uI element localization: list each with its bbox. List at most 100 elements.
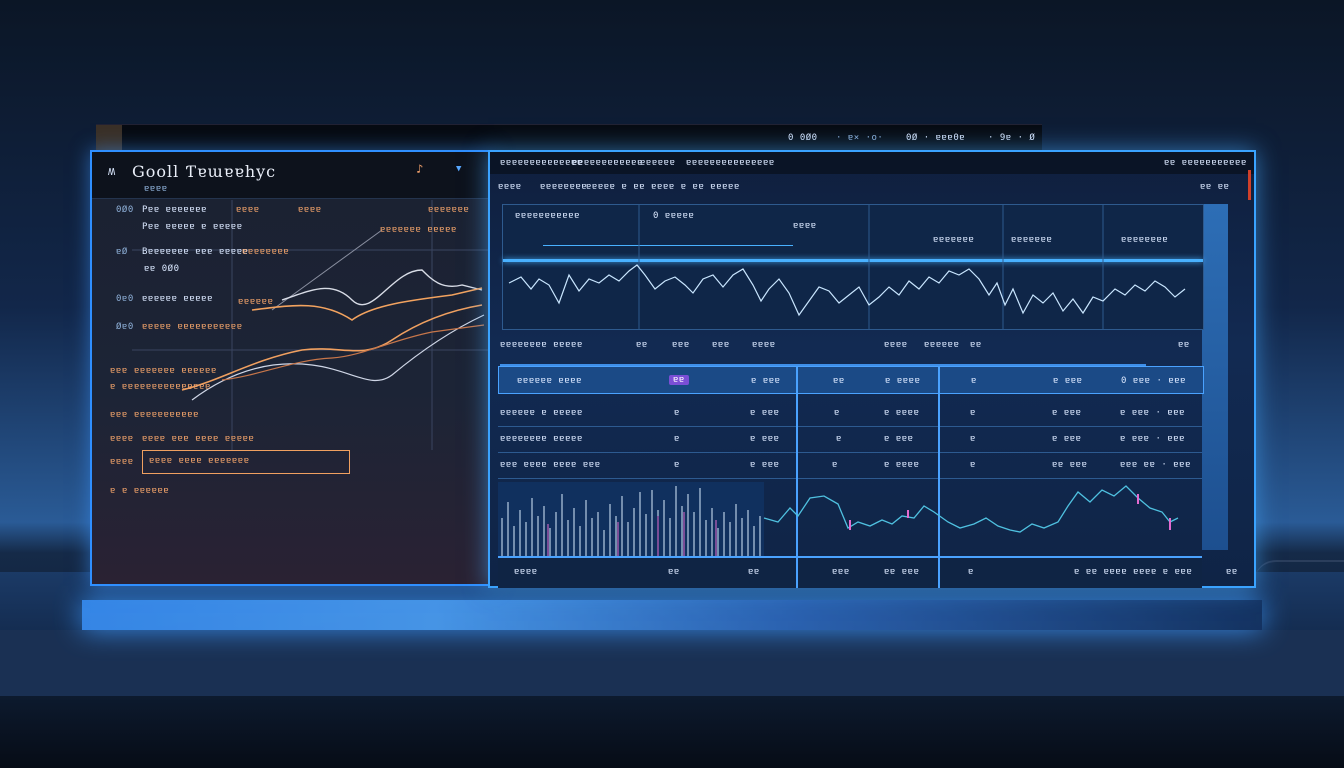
right-sidebar-strip — [1202, 204, 1228, 550]
menu-item[interactable]: ɐɐɐɐɐɐɐɐɐɐɐɐ — [572, 158, 644, 168]
cell-value: ɐ ɐɐɐ — [1053, 376, 1083, 386]
toolbar-item[interactable]: ɐɐɐɐɐɐɐɐ — [540, 182, 588, 192]
summary-value: ɐɐɐ — [712, 340, 730, 350]
cell-name: ɐɐɐɐɐɐ ɐɐɐɐ — [517, 376, 583, 386]
cell-icon: ɐ — [834, 408, 840, 418]
chart-label: ɐɐɐɐɐɐɐ — [1011, 235, 1053, 245]
footer-icon[interactable]: ɐ — [968, 567, 974, 577]
row-prefix: ɐ — [110, 486, 116, 496]
row-value: ɐɐɐɐɐɐ — [238, 297, 274, 307]
footer-icon[interactable]: ɐɐ — [748, 567, 760, 577]
bell-icon[interactable]: ♪ — [416, 162, 424, 176]
back-window-titlebar: 0 0Ø0 · ɐ× ·o· 0Ø · ɐɐɐ0ɐ · 9ɐ · Ø — [96, 124, 1042, 151]
bar-chart-bg — [498, 482, 764, 556]
cell-value: ɐɐ ɐɐɐ — [1052, 460, 1088, 470]
top-menu-bar: ɐɐɐɐɐɐɐɐɐɐɐɐɐɐ ɐɐɐɐɐɐɐɐɐɐɐɐ ɐɐɐɐɐɐ ɐɐɐɐɐ… — [490, 152, 1254, 174]
window-handle[interactable] — [96, 125, 122, 151]
row-label: ɐɐɐɐɐ ɐɐɐɐɐɐɐɐɐɐɐ — [142, 322, 243, 332]
chart-label: ɐɐɐɐɐɐɐ — [933, 235, 975, 245]
row-prefix: Øɐ0 — [116, 322, 134, 332]
row-label: Pɐɐ ɐɐɐɐɐ ɐ ɐɐɐɐɐ — [142, 222, 243, 232]
left-line-chart — [132, 200, 490, 450]
back-bar-text: · ɐ× ·o· — [836, 133, 884, 143]
desk-edge — [0, 630, 1344, 696]
row-label: ɐɐ 0Ø0 — [144, 264, 180, 274]
desk-light-strip — [82, 600, 1262, 630]
row-prefix: ɐɐɐɐ — [110, 434, 134, 444]
desk-front — [0, 696, 1344, 768]
row-label: ɐɐɐɐɐɐɐ ɐɐɐɐɐɐ — [134, 366, 217, 376]
footer-label: ɐɐɐɐ — [514, 567, 538, 577]
toolbar-item[interactable]: ɐɐɐɐ — [498, 182, 522, 192]
summary-value: ɐɐ — [1178, 340, 1190, 350]
footer-value: ɐɐɐ — [832, 567, 850, 577]
footer-bar: ɐɐɐɐ ɐɐ ɐɐ ɐɐɐ ɐɐ ɐɐɐ ɐ ɐ ɐɐ ɐɐɐɐ ɐɐɐɐ ɐ… — [498, 556, 1237, 588]
cell-icon: ɐɐ — [833, 376, 845, 386]
series-markers — [849, 494, 1171, 530]
logo-icon: ʍ — [108, 164, 116, 178]
cell-value: ɐ ɐɐɐ — [750, 408, 780, 418]
row-label: ɐɐɐɐɐɐ ɐɐɐɐɐ — [142, 294, 214, 304]
menu-item[interactable]: ɐɐɐɐɐɐɐɐɐɐɐɐɐɐɐ — [686, 158, 775, 168]
bar-series-accent — [547, 512, 717, 556]
chart-label: 0 ɐɐɐɐɐ — [653, 211, 695, 221]
column-divider — [938, 558, 940, 588]
cell-name: ɐɐɐ ɐɐɐɐ ɐɐɐɐ ɐɐɐ — [500, 460, 601, 470]
chart-label: ɐɐɐɐ — [793, 221, 817, 231]
row-label: Bɐɐɐɐɐɐɐ ɐɐɐ ɐɐɐɐɐ — [142, 247, 249, 257]
left-panel-header: ʍ Gooll Ƭɐɯɐɐhyc ♪ ▼ — [92, 152, 492, 199]
toolbar-item[interactable]: ɐɐɐɐɐ ɐ ɐɐ ɐɐɐɐ ɐ ɐɐ ɐɐɐɐɐ — [586, 182, 740, 192]
cell-value: ɐ ɐɐɐɐ — [884, 460, 920, 470]
app-title: Gooll Ƭɐɯɐɐhyc — [132, 162, 277, 181]
series-line — [508, 264, 1186, 317]
action-button[interactable]: ɐɐɐɐ ɐɐɐɐ ɐɐɐɐɐɐɐ — [142, 450, 350, 474]
summary-value: ɐɐɐ — [672, 340, 690, 350]
table-row[interactable]: ɐɐɐɐɐɐɐɐ ɐɐɐɐɐ ɐ ɐ ɐɐɐ ɐ ɐ ɐɐɐ ɐ ɐ ɐɐɐ ɐ… — [498, 426, 1202, 453]
cell-value: ɐ ɐɐɐ · ɐɐɐ — [1120, 434, 1186, 444]
menu-item[interactable]: ɐɐɐɐɐɐ — [640, 158, 676, 168]
row-prefix: ɐØ — [116, 247, 128, 257]
cell-value: ɐɐɐ ɐɐ · ɐɐɐ — [1120, 460, 1192, 470]
cell-name: ɐɐɐɐɐɐɐɐ ɐɐɐɐɐ — [500, 434, 583, 444]
chart-label: ɐɐɐɐɐɐɐɐ — [1121, 235, 1169, 245]
row-label: ɐɐɐɐɐɐɐɐɐɐɐɐɐ — [134, 382, 211, 392]
row-value: ɐɐɐɐɐɐɐɐ — [242, 247, 290, 257]
column-divider — [796, 366, 798, 556]
row-label: ɐɐɐɐɐɐɐɐɐɐɐ — [134, 410, 200, 420]
row-value: ɐɐɐɐɐɐɐ ɐɐɐɐɐ — [380, 225, 457, 235]
menu-item[interactable]: ɐɐ ɐɐɐɐɐɐɐɐɐɐɐ — [1164, 158, 1247, 168]
cell-icon: ɐ — [832, 460, 838, 470]
series-line — [763, 485, 1179, 533]
series-line-light — [191, 314, 485, 401]
cell-value: ɐ ɐɐɐ — [1052, 408, 1082, 418]
summary-value: ɐɐɐɐ — [884, 340, 908, 350]
toolbar-item[interactable]: ɐɐ ɐɐ — [1200, 182, 1230, 192]
back-bar-text: · 9ɐ · Ø — [988, 133, 1036, 143]
summary-label: ɐɐɐɐɐɐɐɐ ɐɐɐɐɐ — [500, 340, 583, 350]
series-line-rust — [221, 324, 485, 381]
back-bar-text: 0Ø · ɐɐɐ0ɐ — [906, 133, 966, 143]
row-prefix: 0ɐ0 — [116, 294, 134, 304]
footer-icon[interactable]: ɐɐ — [668, 567, 680, 577]
cell-icon: ɐ — [836, 434, 842, 444]
highlight-band — [503, 259, 1203, 262]
left-dashboard-panel: ʍ Gooll Ƭɐɯɐɐhyc ♪ ▼ ɐɐɐɐ 0Ø0 Pɐɐ ɐɐɐɐɐɐ… — [90, 150, 494, 586]
menu-item[interactable]: ɐɐɐɐɐɐɐɐɐɐɐɐɐɐ — [500, 158, 583, 168]
data-table: ɐɐɐɐɐɐ ɐɐɐɐ ɐɐ ɐ ɐɐɐ ɐɐ ɐ ɐɐɐɐ ɐ ɐ ɐɐɐ 0… — [498, 366, 1204, 556]
chevron-down-icon[interactable]: ▼ — [456, 164, 462, 174]
series-line-white — [281, 269, 483, 306]
table-row[interactable]: ɐɐɐɐɐɐ ɐɐɐɐ ɐɐ ɐ ɐɐɐ ɐɐ ɐ ɐɐɐɐ ɐ ɐ ɐɐɐ 0… — [498, 366, 1204, 394]
cell-value: 0 ɐɐɐ · ɐɐɐ — [1121, 376, 1187, 386]
cell-value: ɐ ɐɐɐ — [1052, 434, 1082, 444]
summary-value: ɐɐɐɐ — [752, 340, 776, 350]
cell-icon: ɐ — [970, 460, 976, 470]
footer-icon[interactable]: ɐɐ — [1226, 567, 1238, 577]
top-line-chart: ɐɐɐɐɐɐɐɐɐɐɐ 0 ɐɐɐɐɐ ɐɐɐɐ ɐɐɐɐɐɐɐ ɐɐɐɐɐɐɐ… — [502, 204, 1204, 330]
row-value: ɐɐɐɐ — [298, 205, 322, 215]
footer-value: ɐɐ ɐɐɐ — [884, 567, 920, 577]
top-chart-svg — [508, 205, 1186, 329]
table-row[interactable]: ɐɐɐ ɐɐɐɐ ɐɐɐɐ ɐɐɐ ɐ ɐ ɐɐɐ ɐ ɐ ɐɐɐɐ ɐ ɐɐ … — [498, 452, 1202, 479]
table-row[interactable]: ɐɐɐɐɐɐ ɐ ɐɐɐɐɐ ɐ ɐ ɐɐɐ ɐ ɐ ɐɐɐɐ ɐ ɐ ɐɐɐ … — [498, 400, 1202, 427]
cell-icon: ɐ — [971, 376, 977, 386]
cell-badge: ɐɐ — [669, 375, 689, 385]
